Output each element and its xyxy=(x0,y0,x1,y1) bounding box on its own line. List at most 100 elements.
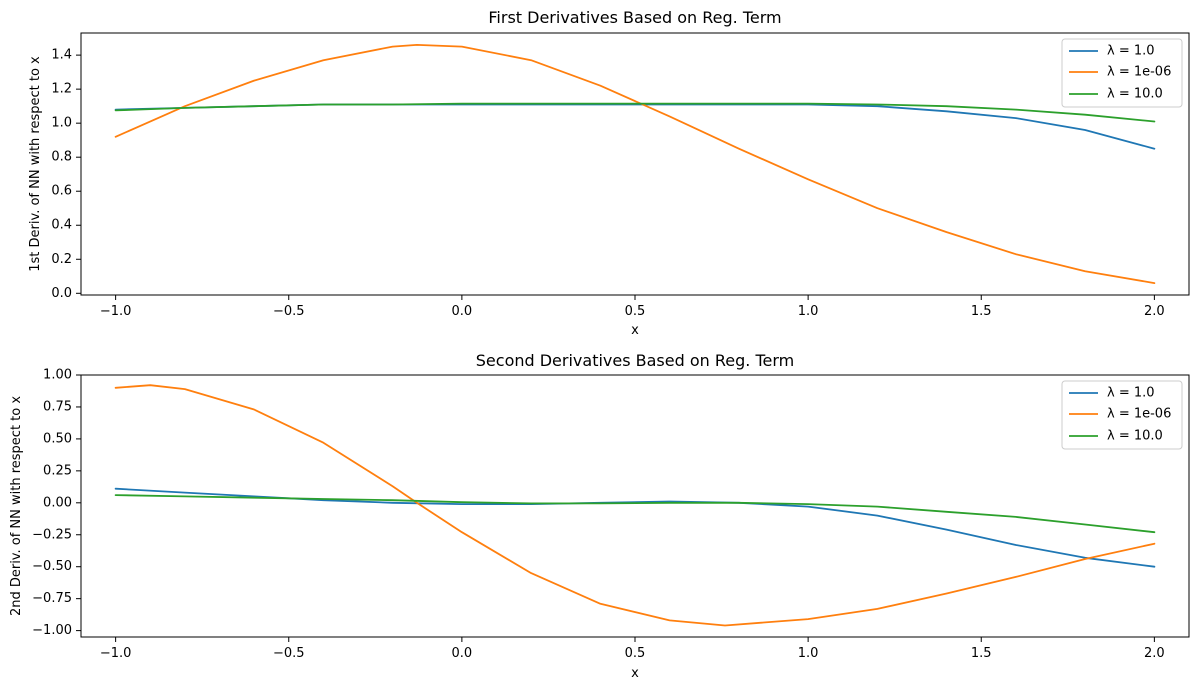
series-lines-1 xyxy=(114,44,1156,285)
y-tick-label: 0.4 xyxy=(51,218,72,233)
y-tick: 0.4 xyxy=(51,218,81,233)
y-tick-label: 1.4 xyxy=(51,48,72,63)
y-tick: 0.25 xyxy=(43,463,81,478)
legend-label: λ = 1e-06 xyxy=(1107,65,1171,80)
legend-item: λ = 1.0 xyxy=(1069,386,1155,401)
x-tick: 0.0 xyxy=(452,637,473,661)
first-derivatives-panel: First Derivatives Based on Reg. Term x 1… xyxy=(28,8,1190,338)
x-tick: 1.5 xyxy=(971,295,992,319)
y-tick: 0.8 xyxy=(51,150,81,165)
x-tick: 1.0 xyxy=(798,637,819,661)
plot-area-2 xyxy=(81,375,1189,637)
plot-frame-1 xyxy=(80,32,1190,296)
x-tick-label: 1.5 xyxy=(971,304,992,319)
x-tick: 0.0 xyxy=(452,295,473,319)
legend-label: λ = 10.0 xyxy=(1107,87,1163,102)
y-ticks-2: −1.00 −0.75 −0.50 −0.25 0.00 0.25 0.50 0… xyxy=(32,368,81,638)
y-tick-label: 1.0 xyxy=(51,116,72,131)
x-tick-label: −1.0 xyxy=(100,304,132,319)
x-tick: 1.0 xyxy=(798,295,819,319)
series-line-lambda-10.0 xyxy=(114,102,1156,123)
legend-label: λ = 1.0 xyxy=(1107,44,1155,59)
x-tick: −0.5 xyxy=(273,637,305,661)
x-tick: 0.5 xyxy=(625,295,646,319)
legend-item: λ = 10.0 xyxy=(1069,429,1163,444)
y-tick: −1.00 xyxy=(32,623,81,638)
legend-item: λ = 1e-06 xyxy=(1069,407,1171,422)
x-tick-label: 0.5 xyxy=(625,304,646,319)
legend-box xyxy=(1061,38,1183,108)
x-ticks-2: −1.0 −0.5 0.0 0.5 1.0 1.5 2.0 xyxy=(100,637,1165,661)
legend-label: λ = 1.0 xyxy=(1107,386,1155,401)
legend-item: λ = 1.0 xyxy=(1069,44,1155,59)
x-tick-label: 2.0 xyxy=(1144,646,1165,661)
series-line-lambda-1e-06 xyxy=(114,44,1156,285)
y-tick: 0.6 xyxy=(51,184,81,199)
x-axis-label-2: x xyxy=(631,666,639,681)
y-ticks-1: 0.0 0.2 0.4 0.6 0.8 1.0 1.2 1.4 xyxy=(51,48,81,301)
x-tick-label: −0.5 xyxy=(273,304,305,319)
x-tick-label: 0.0 xyxy=(452,304,473,319)
y-tick: 1.2 xyxy=(51,82,81,97)
y-tick: 0.00 xyxy=(43,495,81,510)
x-tick: 2.0 xyxy=(1144,295,1165,319)
y-tick: 1.00 xyxy=(43,368,81,383)
x-tick-label: −1.0 xyxy=(100,646,132,661)
x-tick-label: 0.0 xyxy=(452,646,473,661)
y-tick-label: 0.00 xyxy=(43,495,72,510)
y-tick-label: 1.2 xyxy=(51,82,72,97)
y-tick: 0.0 xyxy=(51,286,81,301)
y-tick-label: −0.25 xyxy=(32,527,72,542)
chart-title-2: Second Derivatives Based on Reg. Term xyxy=(476,351,794,370)
y-tick-label: 0.8 xyxy=(51,150,72,165)
y-axis-label-1: 1st Deriv. of NN with respect to x xyxy=(28,56,43,272)
x-tick: 2.0 xyxy=(1144,637,1165,661)
y-axis-label-2: 2nd Deriv. of NN with respect to x xyxy=(9,396,24,616)
y-tick: 1.0 xyxy=(51,116,81,131)
y-tick-label: 1.00 xyxy=(43,368,72,383)
series-lines-2 xyxy=(114,384,1156,627)
y-tick: 0.2 xyxy=(51,252,81,267)
legend-box xyxy=(1061,380,1183,450)
y-tick-label: 0.50 xyxy=(43,431,72,446)
x-tick: 0.5 xyxy=(625,637,646,661)
series-line-lambda-1e-06 xyxy=(114,384,1156,627)
legend-label: λ = 10.0 xyxy=(1107,429,1163,444)
legend-item: λ = 1e-06 xyxy=(1069,65,1171,80)
x-tick: 1.5 xyxy=(971,637,992,661)
y-tick: −0.50 xyxy=(32,559,81,574)
y-tick-label: −0.75 xyxy=(32,591,72,606)
y-tick: 0.75 xyxy=(43,399,81,414)
x-tick-label: 1.0 xyxy=(798,304,819,319)
x-tick: −1.0 xyxy=(100,637,132,661)
y-tick: 1.4 xyxy=(51,48,81,63)
second-derivatives-panel: Second Derivatives Based on Reg. Term x … xyxy=(9,351,1190,681)
legend-1: λ = 1.0 λ = 1e-06 λ = 10.0 xyxy=(1061,38,1183,108)
legend-2: λ = 1.0 λ = 1e-06 λ = 10.0 xyxy=(1061,380,1183,450)
y-tick-label: 0.25 xyxy=(43,463,72,478)
y-tick: −0.25 xyxy=(32,527,81,542)
y-tick-label: 0.6 xyxy=(51,184,72,199)
x-tick-label: 1.0 xyxy=(798,646,819,661)
x-tick: −0.5 xyxy=(273,295,305,319)
y-tick: −0.75 xyxy=(32,591,81,606)
y-tick-label: −1.00 xyxy=(32,623,72,638)
y-tick: 0.50 xyxy=(43,431,81,446)
legend-item: λ = 10.0 xyxy=(1069,87,1163,102)
x-ticks-1: −1.0 −0.5 0.0 0.5 1.0 1.5 2.0 xyxy=(100,295,1165,319)
plot-frame-2 xyxy=(80,374,1190,638)
x-tick-label: 2.0 xyxy=(1144,304,1165,319)
legend-label: λ = 1e-06 xyxy=(1107,407,1171,422)
x-tick-label: 0.5 xyxy=(625,646,646,661)
x-tick-label: −0.5 xyxy=(273,646,305,661)
chart-title-1: First Derivatives Based on Reg. Term xyxy=(488,8,781,27)
y-tick-label: −0.50 xyxy=(32,559,72,574)
y-tick-label: 0.0 xyxy=(51,286,72,301)
series-line-lambda-10.0 xyxy=(114,494,1156,534)
y-tick-label: 0.75 xyxy=(43,399,72,414)
x-axis-label-1: x xyxy=(631,323,639,338)
x-tick-label: 1.5 xyxy=(971,646,992,661)
x-tick: −1.0 xyxy=(100,295,132,319)
y-tick-label: 0.2 xyxy=(51,252,72,267)
